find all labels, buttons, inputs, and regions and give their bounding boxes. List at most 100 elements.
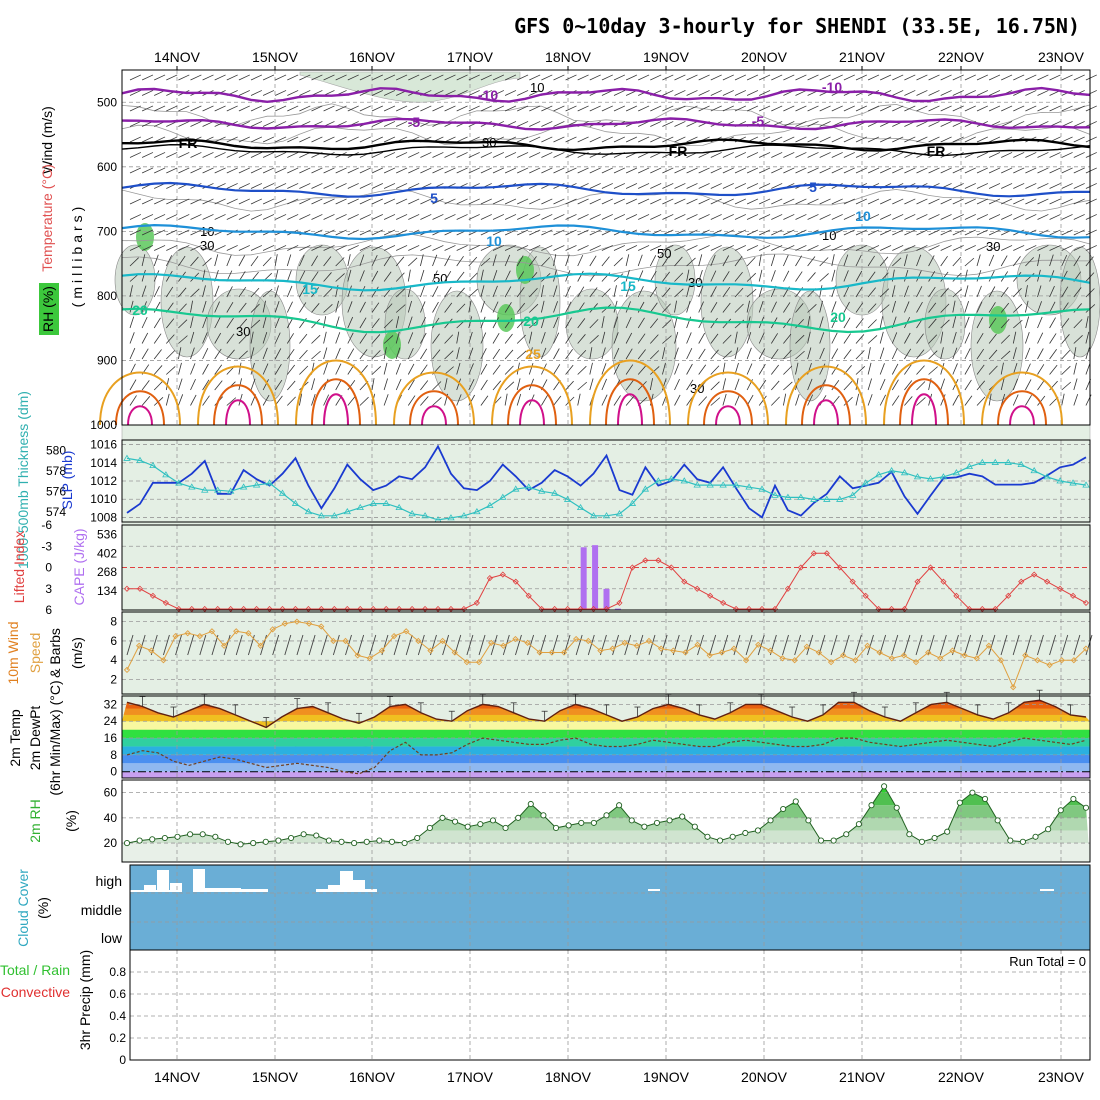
temperature-color-band: [122, 754, 1090, 764]
rh-point: [691, 823, 698, 830]
wind-barb: [1000, 334, 1010, 344]
wind-barb: [1073, 152, 1085, 158]
wind-barb: [1049, 229, 1061, 236]
wind-barb: [759, 152, 771, 158]
pressure-tick-label: 800: [97, 289, 117, 303]
rh-point: [376, 837, 383, 844]
wind-barb: [359, 105, 371, 112]
wind-barb: [553, 74, 565, 81]
wind-barb: [1049, 167, 1061, 174]
wind-barb: [504, 245, 517, 251]
wind10m-barb: [308, 634, 316, 656]
run-total: Run Total = 0: [1009, 954, 1086, 969]
wind-barb: [698, 301, 704, 313]
wind-barb: [1049, 301, 1056, 313]
wind-barb: [359, 167, 371, 174]
wind-barb: [638, 121, 650, 127]
wind-speed-point: [330, 637, 337, 645]
wind-barb: [141, 269, 146, 282]
wind-barb: [783, 229, 795, 236]
thickness-point: [693, 481, 701, 488]
wind-barb: [141, 301, 147, 313]
wind-barb: [504, 214, 517, 220]
wind-barb: [335, 363, 342, 375]
wind-barb: [262, 90, 275, 96]
precip-ylabel-convective: Convective: [1, 984, 70, 1000]
wind-barb: [565, 245, 577, 251]
wind-speed-point: [840, 652, 847, 659]
wind-barb: [649, 286, 658, 298]
wind-barb: [396, 183, 408, 189]
wind-barb: [638, 74, 650, 81]
wind10m-barb: [782, 634, 789, 656]
wind-barb: [625, 198, 638, 205]
wind-barb: [625, 254, 630, 267]
wind-barb: [250, 183, 263, 189]
wind-barb: [299, 74, 311, 81]
wind-barb: [408, 245, 420, 251]
wind-barb: [504, 105, 517, 112]
wind-barb: [770, 364, 780, 375]
wind10m-barb: [976, 634, 984, 656]
wind-barb: [565, 214, 577, 220]
wind-barb: [952, 229, 964, 236]
wind-barb: [988, 393, 992, 406]
temperature-contour-label: -5: [752, 113, 765, 129]
rh-point: [250, 840, 257, 847]
wind-barb: [831, 167, 843, 174]
wind-barb: [759, 74, 771, 81]
wind10m-barb: [175, 634, 182, 656]
wind-barb: [758, 285, 763, 298]
upper-ylabel-pressure: (millibars): [69, 203, 85, 308]
wind-barb: [153, 333, 162, 344]
wind-barb: [637, 349, 646, 360]
wind-barb: [396, 229, 408, 236]
wind-speed-point: [1034, 657, 1041, 664]
warm-contour: [605, 378, 655, 426]
thickness-point: [771, 491, 779, 498]
wind-barb: [686, 363, 693, 375]
wind-barb: [988, 270, 995, 282]
rh-point: [565, 822, 572, 829]
thickness-point: [421, 512, 429, 519]
wind-barb: [275, 152, 287, 158]
thickness-point: [486, 501, 494, 508]
wind-barb: [541, 198, 553, 205]
wind-barb: [674, 378, 680, 391]
wind-barb: [154, 152, 166, 158]
rh-point: [1057, 807, 1064, 814]
wind-barb: [347, 214, 359, 220]
wind-barb: [141, 332, 149, 344]
wind-barb: [250, 105, 263, 112]
wind10m-barb: [405, 634, 413, 656]
wind-barb: [577, 393, 581, 406]
wind-barb: [855, 105, 868, 112]
wind-barb: [1061, 183, 1073, 189]
wind-barb: [686, 332, 692, 344]
wind-barb: [383, 319, 393, 329]
wind-barb: [504, 286, 512, 298]
wind-barb: [976, 105, 989, 112]
wind-barb: [734, 347, 739, 360]
wind-barb: [1073, 255, 1081, 267]
wind-barb: [964, 198, 976, 205]
wind-barb: [1061, 349, 1071, 360]
wind-barb: [637, 365, 647, 375]
warm-contour: [715, 405, 741, 426]
wind-barb: [795, 271, 803, 282]
thickness-point: [602, 512, 611, 519]
wind-barb: [613, 347, 620, 360]
wind-barb: [916, 254, 922, 267]
wind-barb: [746, 245, 759, 251]
wind-barb: [456, 378, 461, 391]
wind-barb: [335, 245, 347, 251]
top-date-label: 14NOV: [154, 49, 201, 65]
rh-point: [123, 840, 131, 847]
wind-barb: [299, 105, 311, 112]
wind-barb: [262, 331, 268, 344]
wind-barb: [940, 90, 952, 96]
wind-barb: [396, 214, 408, 220]
wind-barb: [565, 349, 573, 360]
wind-barb: [843, 136, 855, 143]
wind-barb: [383, 136, 396, 143]
